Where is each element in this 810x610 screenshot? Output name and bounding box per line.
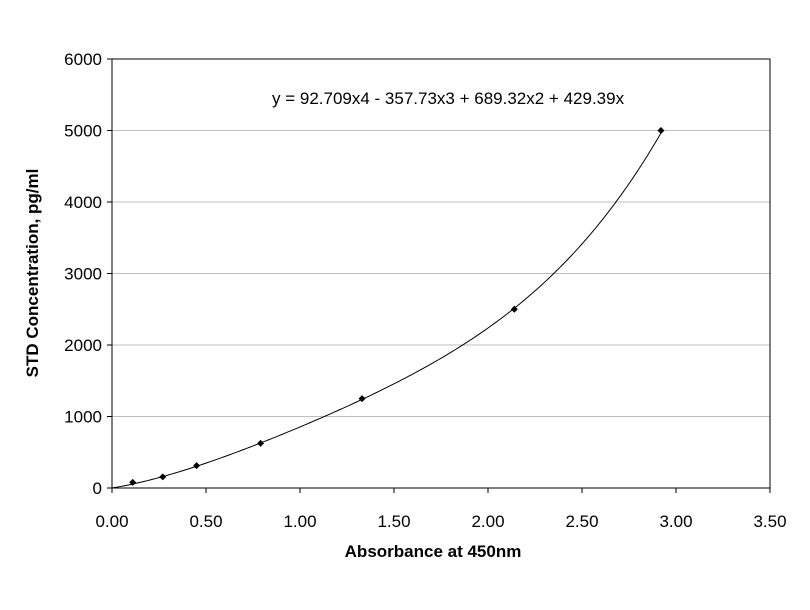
x-tick-label: 0.50 xyxy=(189,512,222,531)
x-axis-title: Absorbance at 450nm xyxy=(345,542,522,561)
y-tick-label: 2000 xyxy=(64,336,102,355)
x-tick-label: 3.00 xyxy=(659,512,692,531)
trendline-curve xyxy=(111,132,662,489)
x-tick-label: 3.50 xyxy=(753,512,786,531)
data-point xyxy=(257,439,265,447)
data-point xyxy=(129,478,137,486)
data-points xyxy=(129,127,665,486)
data-point xyxy=(193,462,201,470)
y-axis: 0 1000 2000 3000 4000 5000 6000 xyxy=(64,50,112,498)
x-tick-label: 1.00 xyxy=(283,512,316,531)
x-tick-label: 2.00 xyxy=(471,512,504,531)
data-point xyxy=(159,473,167,481)
y-tick-label: 1000 xyxy=(64,408,102,427)
data-point xyxy=(657,127,665,134)
trendline-equation: y = 92.709x4 - 357.73x3 + 689.32x2 + 429… xyxy=(272,89,625,108)
y-tick-label: 3000 xyxy=(64,265,102,284)
x-tick-label: 1.50 xyxy=(377,512,410,531)
data-point xyxy=(358,395,366,403)
x-tick-label: 0.00 xyxy=(95,512,128,531)
x-tick-label: 2.50 xyxy=(565,512,598,531)
y-tick-label: 5000 xyxy=(64,122,102,141)
y-tick-label: 0 xyxy=(93,479,102,498)
data-point xyxy=(510,305,518,313)
y-axis-title: STD Concentration, pg/ml xyxy=(23,169,42,378)
x-axis: 0.00 0.50 1.00 1.50 2.00 2.50 3.00 3.50 xyxy=(95,488,787,531)
y-tick-label: 6000 xyxy=(64,50,102,69)
grid-lines xyxy=(112,130,770,417)
y-tick-label: 4000 xyxy=(64,193,102,212)
